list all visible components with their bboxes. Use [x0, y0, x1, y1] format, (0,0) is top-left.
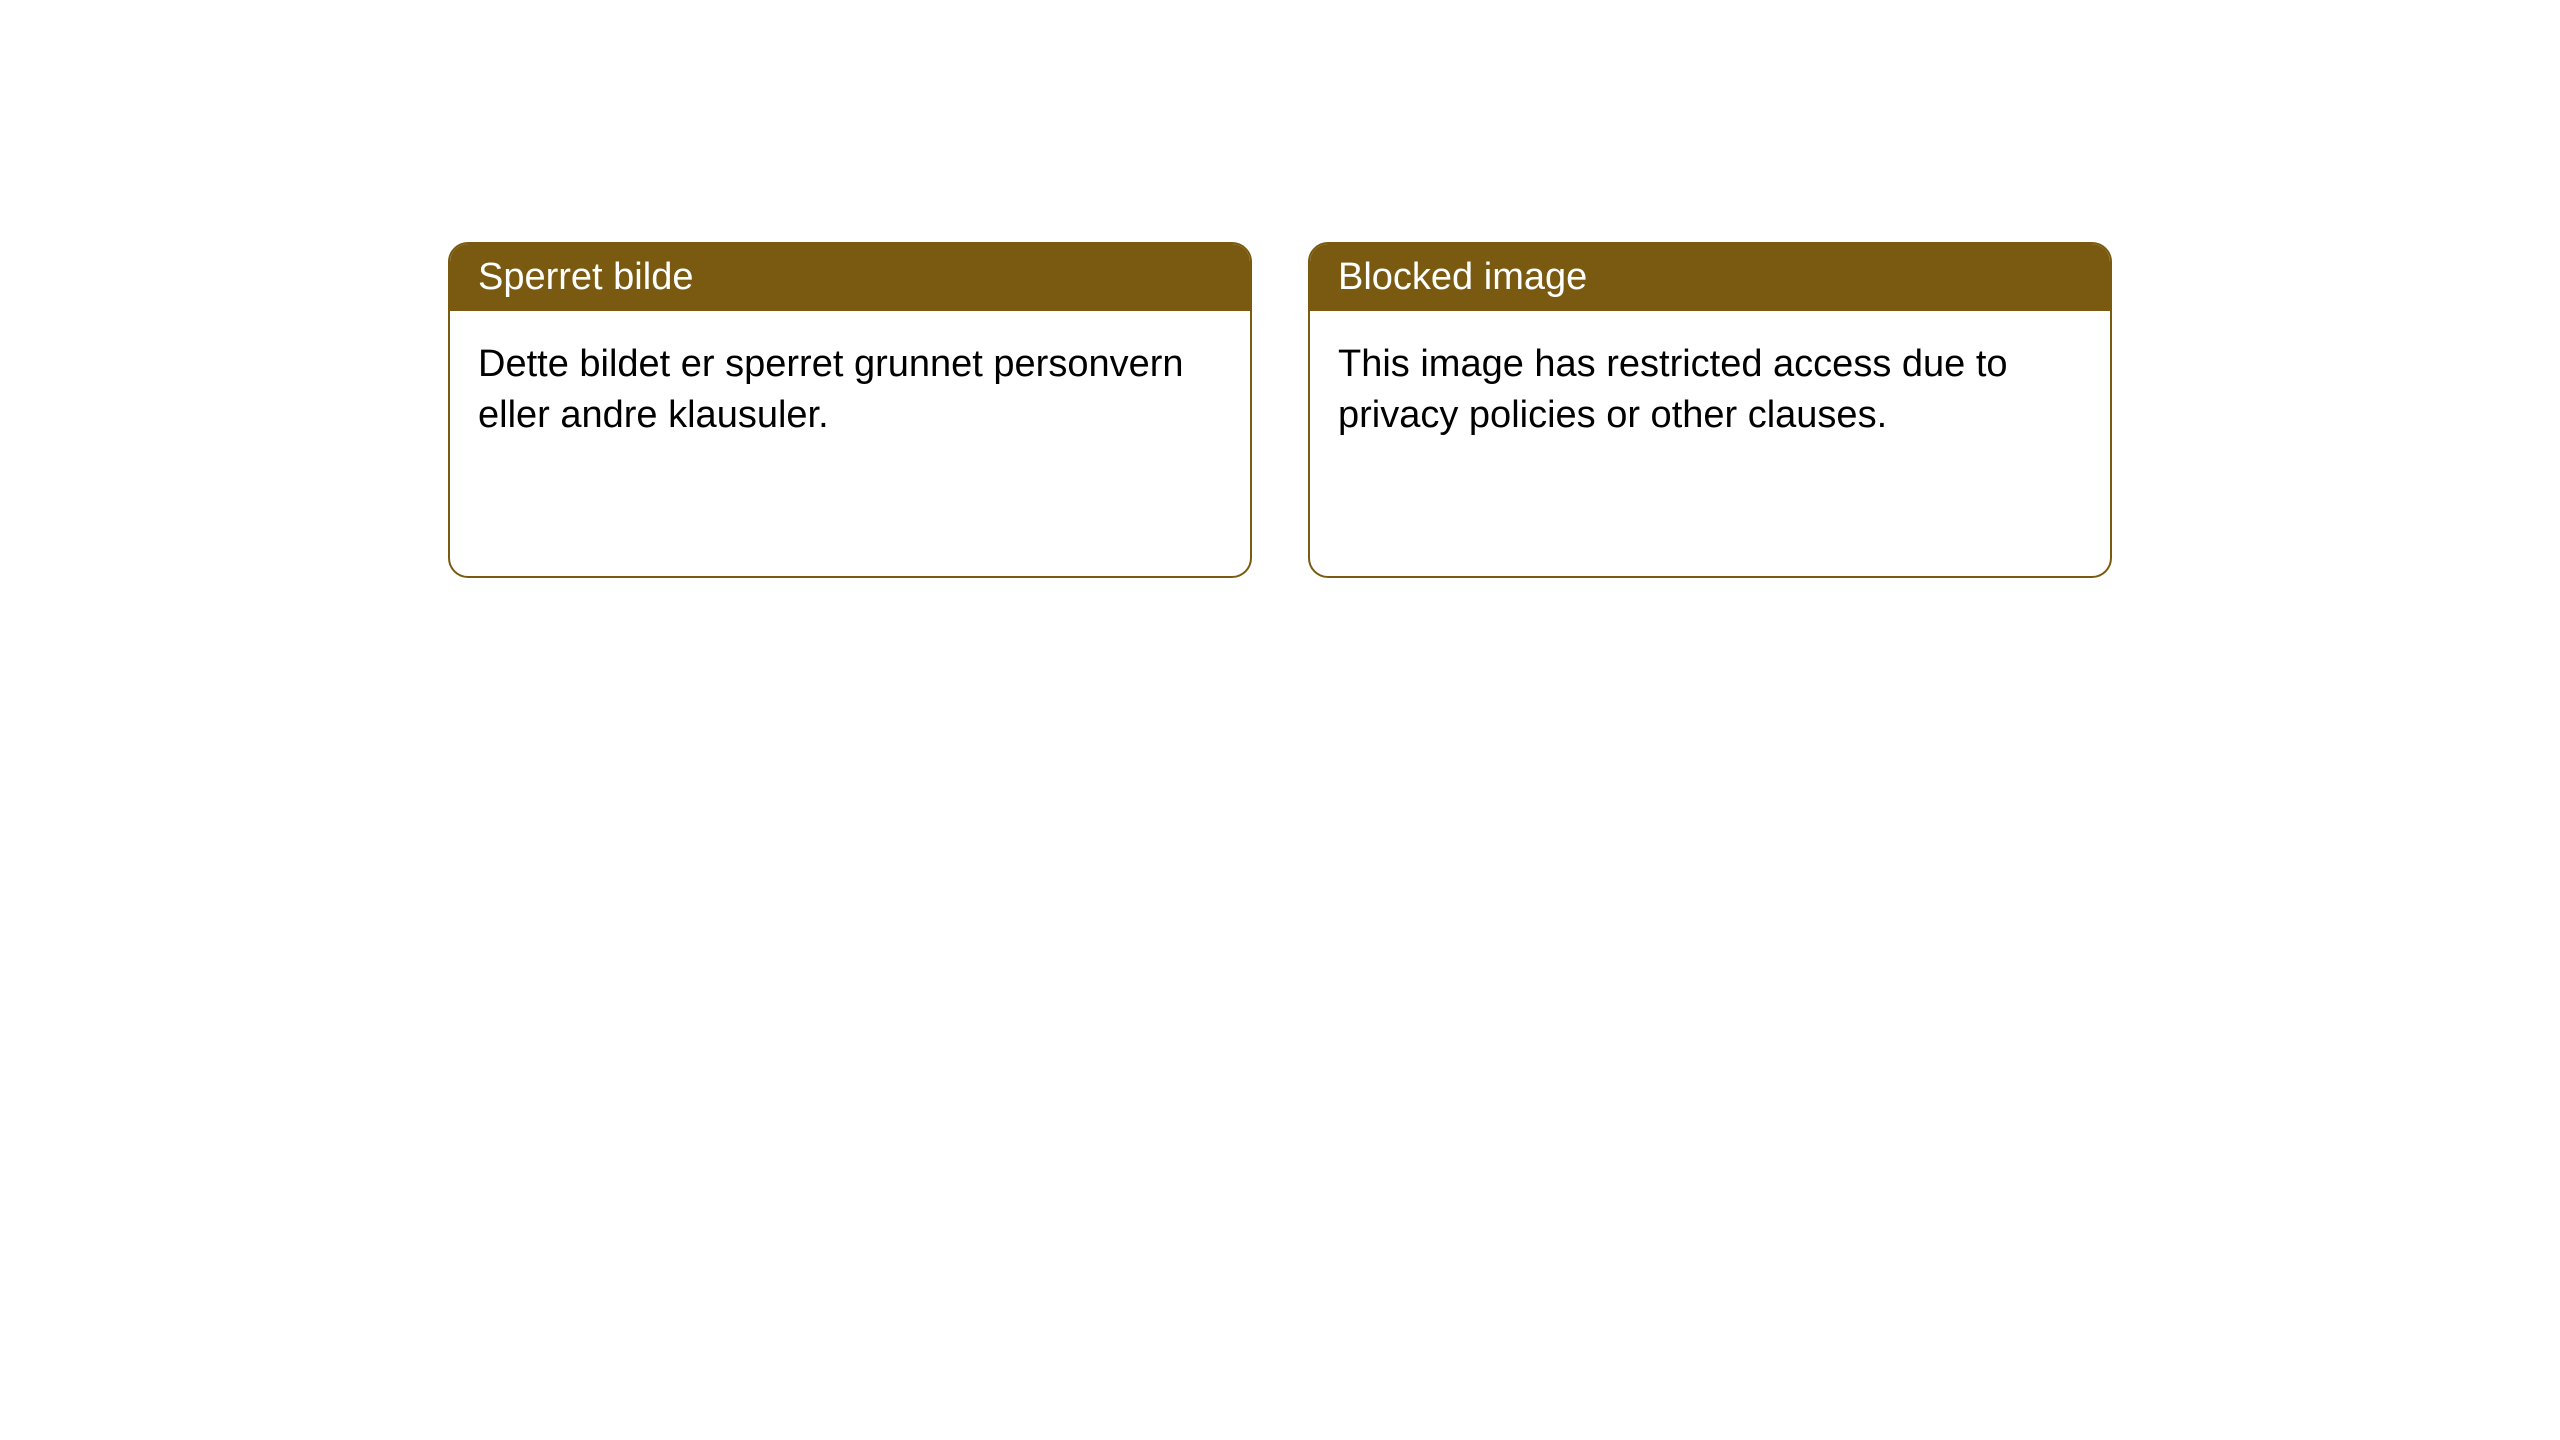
card-body-text: Dette bildet er sperret grunnet personve…	[478, 343, 1184, 436]
notice-container: Sperret bilde Dette bildet er sperret gr…	[448, 242, 2112, 578]
card-header: Sperret bilde	[450, 244, 1250, 311]
card-header: Blocked image	[1310, 244, 2110, 311]
card-body: Dette bildet er sperret grunnet personve…	[450, 311, 1250, 470]
card-body: This image has restricted access due to …	[1310, 311, 2110, 470]
blocked-image-card-no: Sperret bilde Dette bildet er sperret gr…	[448, 242, 1252, 578]
blocked-image-card-en: Blocked image This image has restricted …	[1308, 242, 2112, 578]
card-title: Sperret bilde	[478, 256, 693, 298]
card-title: Blocked image	[1338, 256, 1587, 298]
card-body-text: This image has restricted access due to …	[1338, 343, 2008, 436]
